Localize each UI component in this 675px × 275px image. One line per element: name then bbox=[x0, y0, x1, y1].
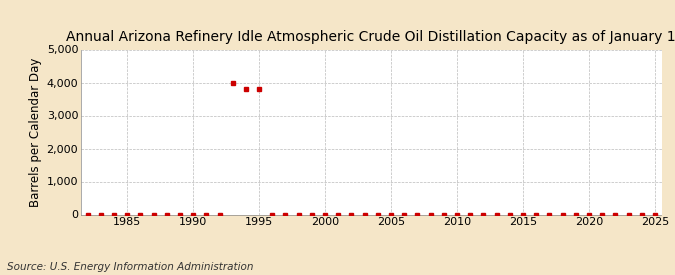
Title: Annual Arizona Refinery Idle Atmospheric Crude Oil Distillation Capacity as of J: Annual Arizona Refinery Idle Atmospheric… bbox=[66, 30, 675, 44]
Text: Source: U.S. Energy Information Administration: Source: U.S. Energy Information Administ… bbox=[7, 262, 253, 272]
Y-axis label: Barrels per Calendar Day: Barrels per Calendar Day bbox=[30, 57, 43, 207]
